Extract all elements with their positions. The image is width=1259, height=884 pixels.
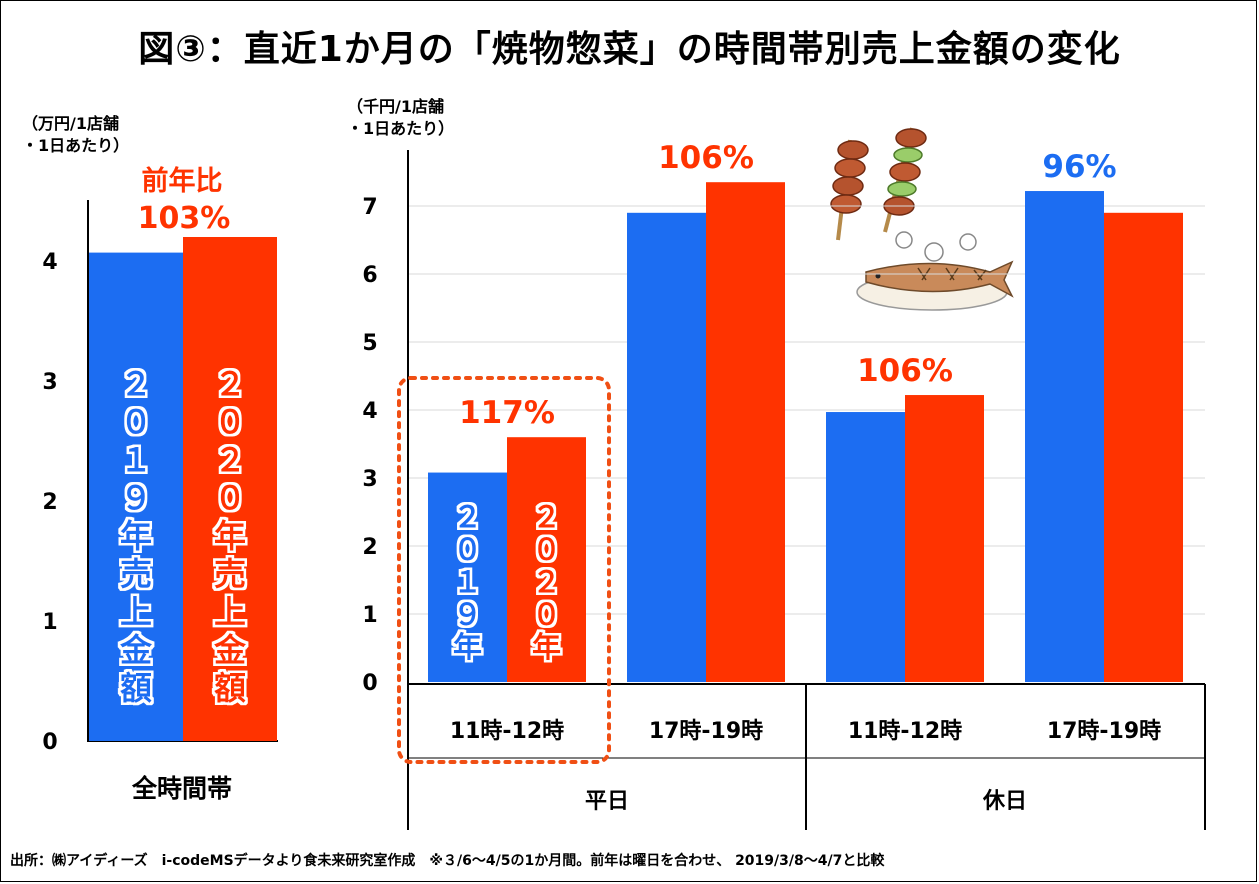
- skewer-right-icon: [883, 127, 927, 233]
- right-unit-label: （千円/1店舗 ・1日あたり）: [347, 96, 454, 140]
- right-series-label-char: ２: [453, 500, 482, 534]
- grilled-fish-icon: [856, 260, 1014, 311]
- left-series-label-char: １: [120, 441, 152, 479]
- right-series-label-char: ９: [453, 598, 482, 632]
- highlight-box: [397, 376, 611, 764]
- left-annotation-pct: 103%: [138, 201, 231, 236]
- group-label-holiday: 休日: [982, 789, 1027, 814]
- left-series-label-char: 上: [120, 593, 152, 631]
- left-category-label: 全時間帯: [131, 774, 232, 803]
- yakitori-illustration: [830, 127, 1014, 311]
- bar-2020-2: [905, 395, 984, 682]
- right-y-tick-label: 7: [362, 195, 377, 220]
- left-series-label-char: ２: [214, 441, 246, 479]
- left-y-tick-label: 3: [42, 370, 57, 395]
- left-series-label-char: 金: [119, 631, 153, 669]
- bar-2020-0: [507, 437, 586, 682]
- bar-2020-all: [183, 237, 277, 741]
- left-y-tick-label: 2: [42, 490, 57, 515]
- right-series-label-char: 年: [453, 630, 482, 664]
- left-series-label-char: ２: [120, 365, 152, 403]
- right-category-labels: 11時-12時 17時-19時 11時-12時 17時-19時: [450, 719, 1161, 744]
- right-y-tick-label: 5: [362, 331, 377, 356]
- chart-title: 図③：直近1か月の「焼物惣菜」の時間帯別売上金額の変化: [138, 29, 1121, 70]
- right-y-tick-label: 1: [362, 603, 377, 628]
- left-series-label-char: ０: [214, 479, 246, 517]
- left-series-label-char: 額: [214, 669, 246, 707]
- left-series-label-char: 年: [120, 517, 152, 555]
- skewer-left-icon: [830, 139, 869, 241]
- right-series-label-char: ０: [532, 533, 561, 567]
- steam-icon: [895, 231, 977, 262]
- right-y-tick-labels: 0 1 2 3 4 5 6 7: [362, 195, 377, 696]
- left-unit-line-2: ・1日あたり）: [22, 136, 130, 155]
- left-series-label-char: ０: [120, 403, 152, 441]
- bar-2019-3: [1025, 191, 1104, 683]
- left-series-label-char: 額: [120, 669, 152, 707]
- right-series-label-char: １: [453, 565, 482, 599]
- right-y-tick-label: 3: [362, 467, 377, 492]
- left-series-label-char: 上: [214, 593, 246, 631]
- right-unit-line-2: ・1日あたり）: [347, 119, 455, 138]
- left-y-tick-label: 1: [42, 610, 57, 635]
- right-series-label-char: ０: [453, 533, 482, 567]
- bar-2019-0: [428, 472, 507, 682]
- source-footnote: 出所：㈱アイディーズ i-codeMSデータより食未来研究室作成 ※３/6～4/…: [10, 853, 885, 869]
- bar-2020-1: [706, 182, 785, 682]
- right-series-label-char: ０: [532, 598, 561, 632]
- left-y-tick-label: 0: [42, 730, 57, 755]
- right-y-tick-label: 0: [362, 671, 377, 696]
- left-y-tick-labels: 0 1 2 3 4: [42, 250, 57, 755]
- right-pct-labels: 117% 106% 106% 96%: [459, 140, 1116, 431]
- left-y-tick-label: 4: [42, 250, 57, 275]
- bar-2019-1: [627, 212, 706, 683]
- category-label: 17時-19時: [1047, 719, 1161, 744]
- category-label: 11時-12時: [450, 719, 564, 744]
- left-series-label-char: 年: [214, 517, 246, 555]
- pct-label: 117%: [459, 395, 555, 431]
- right-series-label-char: ２: [532, 565, 561, 599]
- bar-2019-2: [826, 412, 905, 682]
- bar-2020-3: [1104, 212, 1183, 683]
- left-unit-label: （万円/1店舗 ・1日あたり）: [22, 113, 129, 157]
- pct-label: 96%: [1042, 149, 1116, 185]
- category-label: 17時-19時: [649, 719, 763, 744]
- bar-2019-all: [89, 252, 183, 741]
- left-series-label-char: 売: [120, 555, 152, 593]
- left-series-label-char: ２: [214, 365, 246, 403]
- left-series-label-char: 売: [214, 555, 246, 593]
- left-series-label-char: ０: [214, 403, 246, 441]
- right-series-label-char: ２: [532, 500, 561, 534]
- left-annotation-label: 前年比: [142, 165, 223, 197]
- left-series-label-char: ９: [120, 479, 152, 517]
- left-series-label-char: 金: [213, 631, 247, 669]
- right-y-tick-label: 2: [362, 535, 377, 560]
- right-y-tick-label: 6: [362, 263, 377, 288]
- left-unit-line-1: （万円/1店舗: [22, 114, 119, 133]
- right-unit-line-1: （千円/1店舗: [347, 97, 444, 116]
- pct-label: 106%: [857, 353, 953, 389]
- group-label-weekday: 平日: [585, 789, 629, 814]
- right-y-tick-label: 4: [362, 399, 377, 424]
- pct-label: 106%: [658, 140, 754, 176]
- category-label: 11時-12時: [848, 719, 962, 744]
- right-series-label-char: 年: [532, 630, 561, 664]
